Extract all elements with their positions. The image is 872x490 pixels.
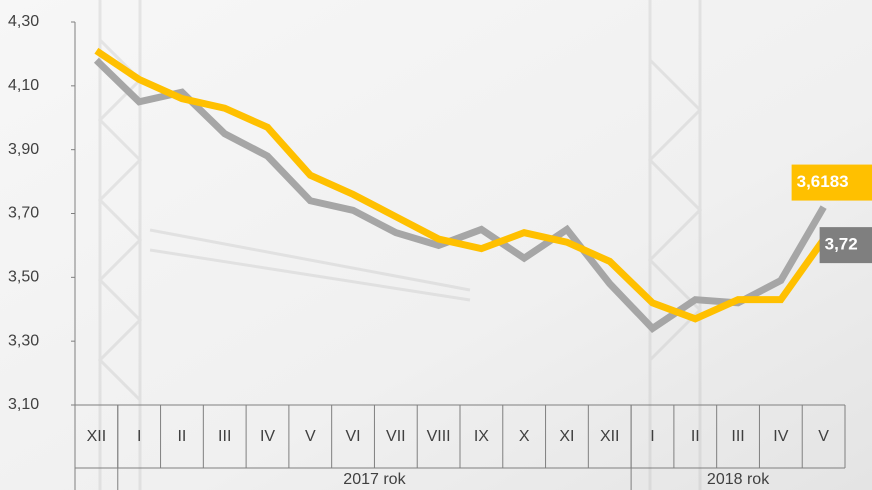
x-tick-label: II (691, 428, 700, 445)
x-tick-label: XII (600, 428, 620, 445)
value-label: 3,72 (825, 235, 858, 254)
y-tick-label: 4,30 (8, 13, 39, 30)
x-tick-label: XII (87, 428, 107, 445)
group-label: 2018 rok (707, 471, 770, 488)
y-tick-label: 3,50 (8, 269, 39, 286)
x-tick-label: VIII (427, 428, 451, 445)
x-tick-label: X (519, 428, 530, 445)
y-tick-label: 3,70 (8, 205, 39, 222)
x-tick-label: IV (773, 428, 788, 445)
y-tick-label: 4,10 (8, 77, 39, 94)
x-tick-label: II (177, 428, 186, 445)
group-label: 2017 rok (343, 471, 406, 488)
value-label-box (819, 227, 872, 264)
value-label-box (791, 164, 872, 201)
x-tick-label: IV (260, 428, 275, 445)
x-tick-label: III (218, 428, 231, 445)
x-tick-label: III (731, 428, 744, 445)
y-tick-label: 3,10 (8, 396, 39, 413)
x-tick-label: XI (559, 428, 574, 445)
y-tick-label: 3,90 (8, 141, 39, 158)
series-line (93, 57, 827, 333)
x-tick-label: V (818, 428, 829, 445)
x-tick-label: VI (345, 428, 360, 445)
value-label: 3,6183 (797, 172, 849, 191)
x-tick-label: IX (474, 428, 489, 445)
x-tick-label: I (137, 428, 141, 445)
y-tick-label: 3,30 (8, 332, 39, 349)
x-tick-label: I (650, 428, 654, 445)
x-tick-label: V (305, 428, 316, 445)
x-tick-label: VII (386, 428, 406, 445)
series-line (94, 47, 827, 323)
